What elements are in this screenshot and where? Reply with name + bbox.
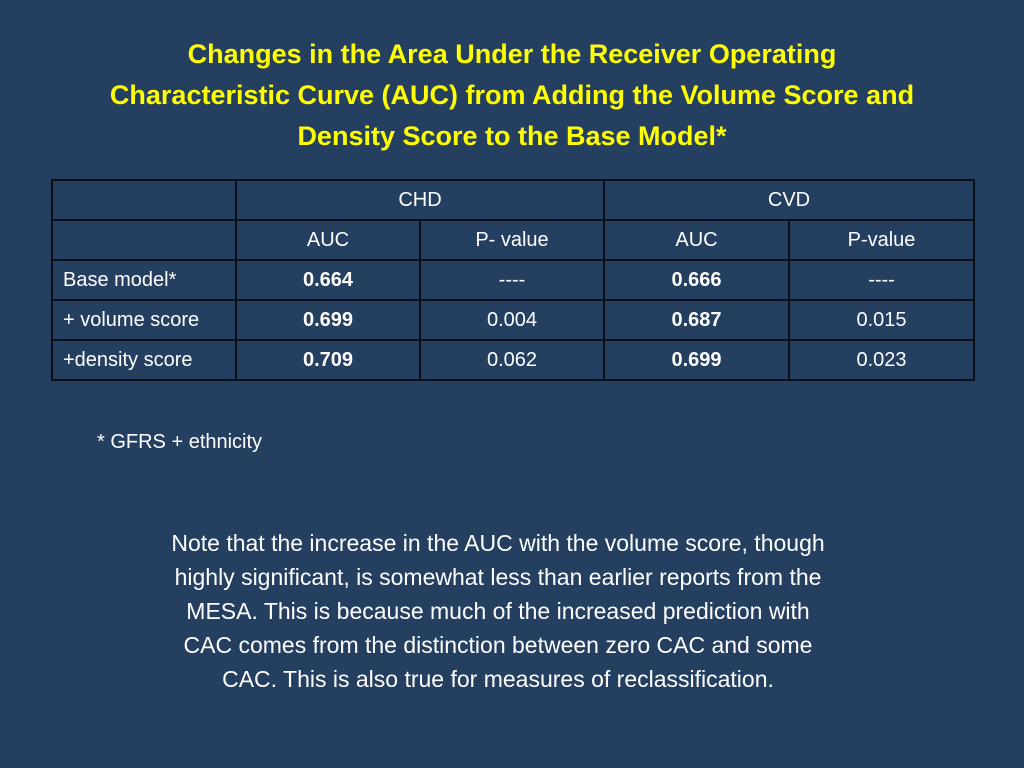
table-empty-cell — [51, 219, 237, 261]
cvd-auc-cell: 0.687 — [603, 299, 790, 341]
note-line-1: Note that the increase in the AUC with t… — [171, 530, 825, 556]
chd-auc-cell: 0.664 — [235, 259, 421, 301]
row-label: +density score — [51, 339, 237, 381]
group-header-cvd: CVD — [602, 179, 976, 221]
cvd-p-value-cell: ---- — [787, 259, 976, 301]
table-group-header-row: CHD CVD — [51, 179, 976, 221]
row-label: Base model* — [51, 259, 237, 301]
cvd-auc-cell: 0.666 — [603, 259, 790, 301]
group-header-chd: CHD — [235, 179, 605, 221]
chd-p-value-cell: 0.062 — [419, 339, 605, 381]
slide-title-line-1: Changes in the Area Under the Receiver O… — [187, 39, 837, 69]
slide-title-line-3: Density Score to the Base Model* — [297, 121, 727, 151]
sub-header-chd-p-value: P- value — [419, 219, 605, 261]
sub-header-cvd-auc: AUC — [603, 219, 790, 261]
table-row-volume-score: + volume score 0.699 0.004 0.687 0.015 — [51, 299, 976, 341]
chd-p-value-cell: 0.004 — [419, 299, 605, 341]
note-line-4: CAC comes from the distinction between z… — [183, 632, 813, 658]
table-row-base-model: Base model* 0.664 ---- 0.666 ---- — [51, 259, 976, 301]
chd-auc-cell: 0.699 — [235, 299, 421, 341]
row-label: + volume score — [51, 299, 237, 341]
note-line-3: MESA. This is because much of the increa… — [186, 598, 810, 624]
slide-title: Changes in the Area Under the Receiver O… — [40, 34, 984, 157]
explanatory-note: Note that the increase in the AUC with t… — [100, 526, 896, 696]
table-row-density-score: +density score 0.709 0.062 0.699 0.023 — [51, 339, 976, 381]
auc-results-table: CHD CVD AUC P- value AUC P-value Base mo… — [51, 179, 976, 381]
table-corner-cell — [51, 179, 237, 221]
cvd-auc-cell: 0.699 — [603, 339, 790, 381]
slide-title-line-2: Characteristic Curve (AUC) from Adding t… — [109, 80, 915, 110]
chd-p-value-cell: ---- — [419, 259, 605, 301]
sub-header-chd-auc: AUC — [235, 219, 421, 261]
sub-header-cvd-p-value: P-value — [787, 219, 976, 261]
cvd-p-value-cell: 0.015 — [787, 299, 976, 341]
table-sub-header-row: AUC P- value AUC P-value — [51, 219, 976, 261]
note-line-2: highly significant, is somewhat less tha… — [174, 564, 822, 590]
chd-auc-cell: 0.709 — [235, 339, 421, 381]
footnote: * GFRS + ethnicity — [97, 431, 263, 453]
note-line-5: CAC. This is also true for measures of r… — [222, 666, 774, 692]
cvd-p-value-cell: 0.023 — [787, 339, 976, 381]
